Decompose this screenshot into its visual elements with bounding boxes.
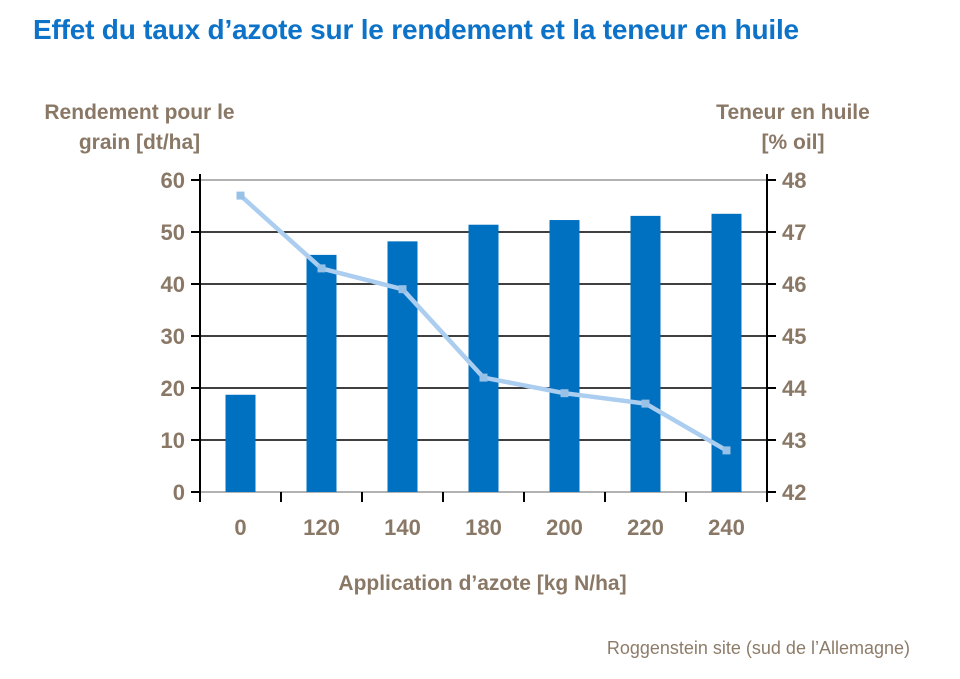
line-marker (236, 191, 245, 200)
x-tick-label: 240 (708, 515, 745, 540)
right-tick-label: 46 (782, 272, 806, 297)
right-tick-label: 42 (782, 480, 806, 505)
bar (387, 241, 418, 492)
x-tick-label: 120 (303, 515, 340, 540)
left-tick-label: 40 (161, 272, 185, 297)
right-tick-label: 44 (782, 376, 807, 401)
x-tick-label: 180 (465, 515, 502, 540)
left-tick-label: 60 (161, 168, 185, 193)
bar (549, 220, 580, 493)
line-marker (722, 446, 731, 455)
x-tick-label: 0 (234, 515, 246, 540)
bar (306, 254, 337, 492)
x-axis-title: Application d’azote [kg N/ha] (338, 572, 627, 595)
right-tick-label: 45 (782, 324, 806, 349)
right-tick-label: 47 (782, 220, 806, 245)
left-tick-label: 10 (161, 428, 185, 453)
chart-title: Effet du taux d’azote sur le rendement e… (33, 14, 799, 45)
x-tick-label: 200 (546, 515, 583, 540)
line-marker (479, 373, 488, 382)
left-axis-title: Rendement pour le grain [dt/ha] (44, 101, 235, 154)
x-tick-label: 140 (384, 515, 421, 540)
x-tick-label: 220 (627, 515, 664, 540)
left-tick-label: 30 (161, 324, 185, 349)
bar (468, 224, 499, 492)
left-tick-label: 0 (173, 480, 185, 505)
left-tick-label: 20 (161, 376, 185, 401)
footer-note: Roggenstein site (sud de l’Allemagne) (606, 638, 910, 658)
line-marker (398, 285, 407, 294)
bar (225, 394, 256, 492)
line-marker (641, 399, 650, 408)
right-tick-label: 43 (782, 428, 806, 453)
line-marker (317, 264, 326, 273)
right-tick-label: 48 (782, 168, 806, 193)
bar (630, 215, 661, 492)
line-marker (560, 389, 569, 398)
right-axis-title: Teneur en huile [% oil] (716, 101, 870, 154)
left-tick-label: 50 (161, 220, 185, 245)
